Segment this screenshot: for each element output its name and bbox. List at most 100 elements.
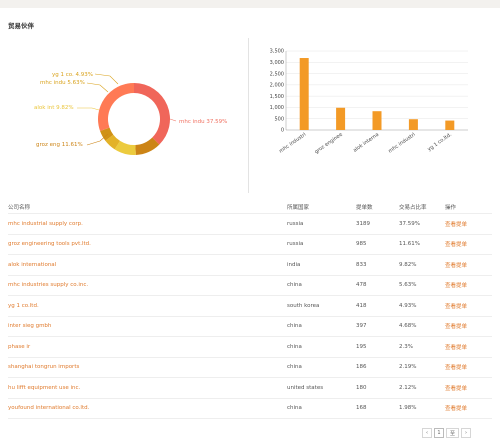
donut-slice-4[interactable]: [100, 127, 114, 141]
row-company[interactable]: alok international: [8, 261, 57, 268]
row-bills: 397: [356, 323, 367, 330]
row-share: 2.12%: [399, 384, 417, 391]
table-row: mhc industrial supply corp. russia 3189 37.…: [8, 214, 492, 235]
y-tick-label: 0: [281, 128, 284, 134]
donut-slice-3[interactable]: [105, 134, 121, 150]
view-bills-link[interactable]: 查看提单: [445, 324, 468, 331]
donut-label-2: alok int 9.82%: [34, 105, 74, 111]
page-more-button[interactable]: 至: [446, 428, 460, 438]
row-company[interactable]: mhc industrial supply corp.: [8, 220, 83, 227]
row-share: 1.98%: [399, 405, 417, 412]
row-share: 11.61%: [399, 241, 420, 248]
row-country: china: [287, 405, 302, 412]
table-row: shanghai tongrun imports china 186 2.19% 查看提…: [8, 358, 492, 378]
header-country: 所属国家: [287, 204, 310, 211]
donut-slice-2[interactable]: [114, 140, 136, 155]
donut-label-0: yg 1 co. 4.93%: [52, 72, 93, 78]
table-row: alok international india 833 9.82% 查看提单: [8, 255, 492, 276]
row-share: 37.59%: [399, 220, 420, 227]
donut-slice-0[interactable]: [134, 83, 170, 145]
y-tick-label: 3,000: [270, 60, 284, 66]
view-bills-link[interactable]: 查看提单: [445, 221, 468, 228]
y-tick-label: 1,000: [270, 105, 284, 111]
y-tick-label: 1,500: [270, 94, 284, 100]
table-row: yg 1 co.ltd. south korea 418 4.93% 查看提单: [8, 296, 492, 317]
row-bills: 418: [356, 302, 367, 309]
row-share: 9.82%: [399, 261, 417, 268]
table-row: groz engineering tools pvt.ltd. russia 985…: [8, 235, 492, 255]
row-bills: 833: [356, 261, 367, 268]
y-tick-label: 2,000: [270, 83, 284, 89]
table-row: hu lifft equipment use inc. united states…: [8, 378, 492, 399]
row-company[interactable]: inter sieg gmbh: [8, 323, 52, 330]
row-company[interactable]: hu lifft equipment use inc.: [8, 384, 81, 391]
donut-label-4: mhc indu 37.59%: [179, 119, 227, 125]
view-bills-link[interactable]: 查看提单: [445, 406, 468, 413]
y-tick-label: 500: [274, 116, 284, 122]
x-tick-label: yg 1 co.ltd.: [427, 131, 454, 152]
next-page-button[interactable]: ›: [461, 428, 472, 438]
row-country: russia: [287, 220, 304, 227]
header-company: 公司名称: [8, 204, 31, 211]
table-row: youfound international co.ltd. china 168 1.…: [8, 399, 492, 419]
x-tick-label: mhc industri: [387, 132, 416, 155]
table-row: inter sieg gmbh china 397 4.68% 查看提单: [8, 317, 492, 337]
bar-3[interactable]: [408, 119, 418, 130]
row-country: china: [287, 323, 302, 330]
pagination: ‹ 1 至 ›: [422, 428, 472, 438]
top-bar: [0, 0, 500, 8]
row-country: russia: [287, 241, 304, 248]
donut-leader-3: [86, 133, 109, 146]
row-bills: 180: [356, 384, 367, 391]
row-country: south korea: [287, 302, 320, 309]
view-bills-link[interactable]: 查看提单: [445, 242, 468, 249]
row-country: united states: [287, 384, 324, 391]
bar-chart: 0 500 1,000 1,500 2,000 2,500 3,000 3,500 mhc in…: [270, 49, 468, 156]
row-company[interactable]: shanghai tongrun imports: [8, 364, 80, 371]
view-bills-link[interactable]: 查看提单: [445, 283, 468, 290]
row-bills: 168: [356, 405, 367, 412]
row-share: 2.3%: [399, 343, 413, 350]
x-tick-label: mhc industri: [278, 132, 307, 155]
donut-label-3: groz eng 11.61%: [36, 142, 83, 148]
table-row: phase ir china 195 2.3% 查看提单: [8, 337, 492, 358]
header-action: 操作: [445, 204, 457, 211]
view-bills-link[interactable]: 查看提单: [445, 344, 468, 351]
view-bills-link[interactable]: 查看提单: [445, 262, 468, 269]
header-share: 交易占比率: [399, 204, 427, 211]
table-header: 公司名称 所属国家 提单数 交易占比率 操作: [8, 200, 492, 214]
page-1-button[interactable]: 1: [434, 428, 444, 438]
view-bills-link[interactable]: 查看提单: [445, 365, 468, 372]
row-bills: 195: [356, 343, 367, 350]
view-bills-link[interactable]: 查看提单: [445, 385, 468, 392]
row-company[interactable]: mhc industries supply co.inc.: [8, 282, 89, 289]
row-bills: 985: [356, 241, 367, 248]
row-bills: 186: [356, 364, 367, 371]
row-company[interactable]: phase ir: [8, 343, 31, 350]
donut-leader-0: [94, 73, 119, 85]
donut-leader-1: [86, 82, 109, 93]
bar-1[interactable]: [336, 107, 346, 130]
prev-page-button[interactable]: ‹: [422, 428, 432, 438]
row-company[interactable]: groz engineering tools pvt.ltd.: [8, 241, 91, 248]
x-tick-label: groz enginee: [314, 132, 344, 156]
row-bills: 478: [356, 282, 367, 289]
bar-2[interactable]: [372, 111, 382, 130]
row-country: china: [287, 343, 302, 350]
row-share: 4.93%: [399, 302, 417, 309]
bar-0[interactable]: [299, 58, 309, 130]
row-company[interactable]: yg 1 co.ltd.: [8, 302, 39, 309]
partners-table: 公司名称 所属国家 提单数 交易占比率 操作 mhc industrial su…: [8, 200, 492, 419]
row-country: india: [287, 261, 301, 268]
donut-slice-other[interactable]: [98, 83, 134, 132]
row-company[interactable]: youfound international co.ltd.: [8, 405, 90, 412]
x-tick-label: alok interna: [352, 132, 380, 154]
view-bills-link[interactable]: 查看提单: [445, 303, 468, 310]
section-title: 贸易伙伴: [8, 22, 34, 30]
y-tick-label: 3,500: [270, 49, 284, 55]
row-country: china: [287, 282, 302, 289]
donut-slice-1[interactable]: [135, 137, 160, 155]
donut-chart: yg 1 co. 4.93% mhc indu 5.63% alok int 9.8…: [34, 72, 227, 155]
row-share: 5.63%: [399, 282, 417, 289]
bar-4[interactable]: [445, 120, 455, 130]
